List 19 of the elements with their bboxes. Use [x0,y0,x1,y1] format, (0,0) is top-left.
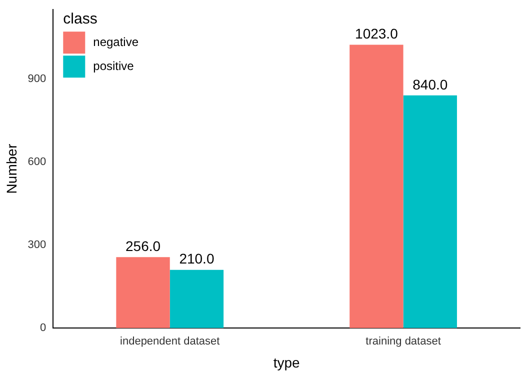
data-label: 210.0 [179,250,214,267]
x-tick-label: training dataset [366,336,441,348]
legend-title: class [63,10,98,28]
x-axis-title: type [273,354,300,370]
data-label: 840.0 [412,76,448,92]
y-tick-label: 900 [28,72,46,85]
data-label: 256.0 [126,238,161,254]
y-axis-title: Number [3,144,20,194]
bar [116,257,170,328]
x-tick-label: independent dataset [120,336,220,348]
data-label: 1023.0 [355,26,398,42]
y-tick-label: 300 [28,238,46,251]
bar [350,44,404,328]
bar [170,270,224,328]
legend-label: negative [93,34,139,49]
y-tick-label: 0 [40,322,46,334]
legend-label: positive [93,58,134,73]
bar [403,95,457,328]
y-tick-label: 600 [28,156,46,168]
